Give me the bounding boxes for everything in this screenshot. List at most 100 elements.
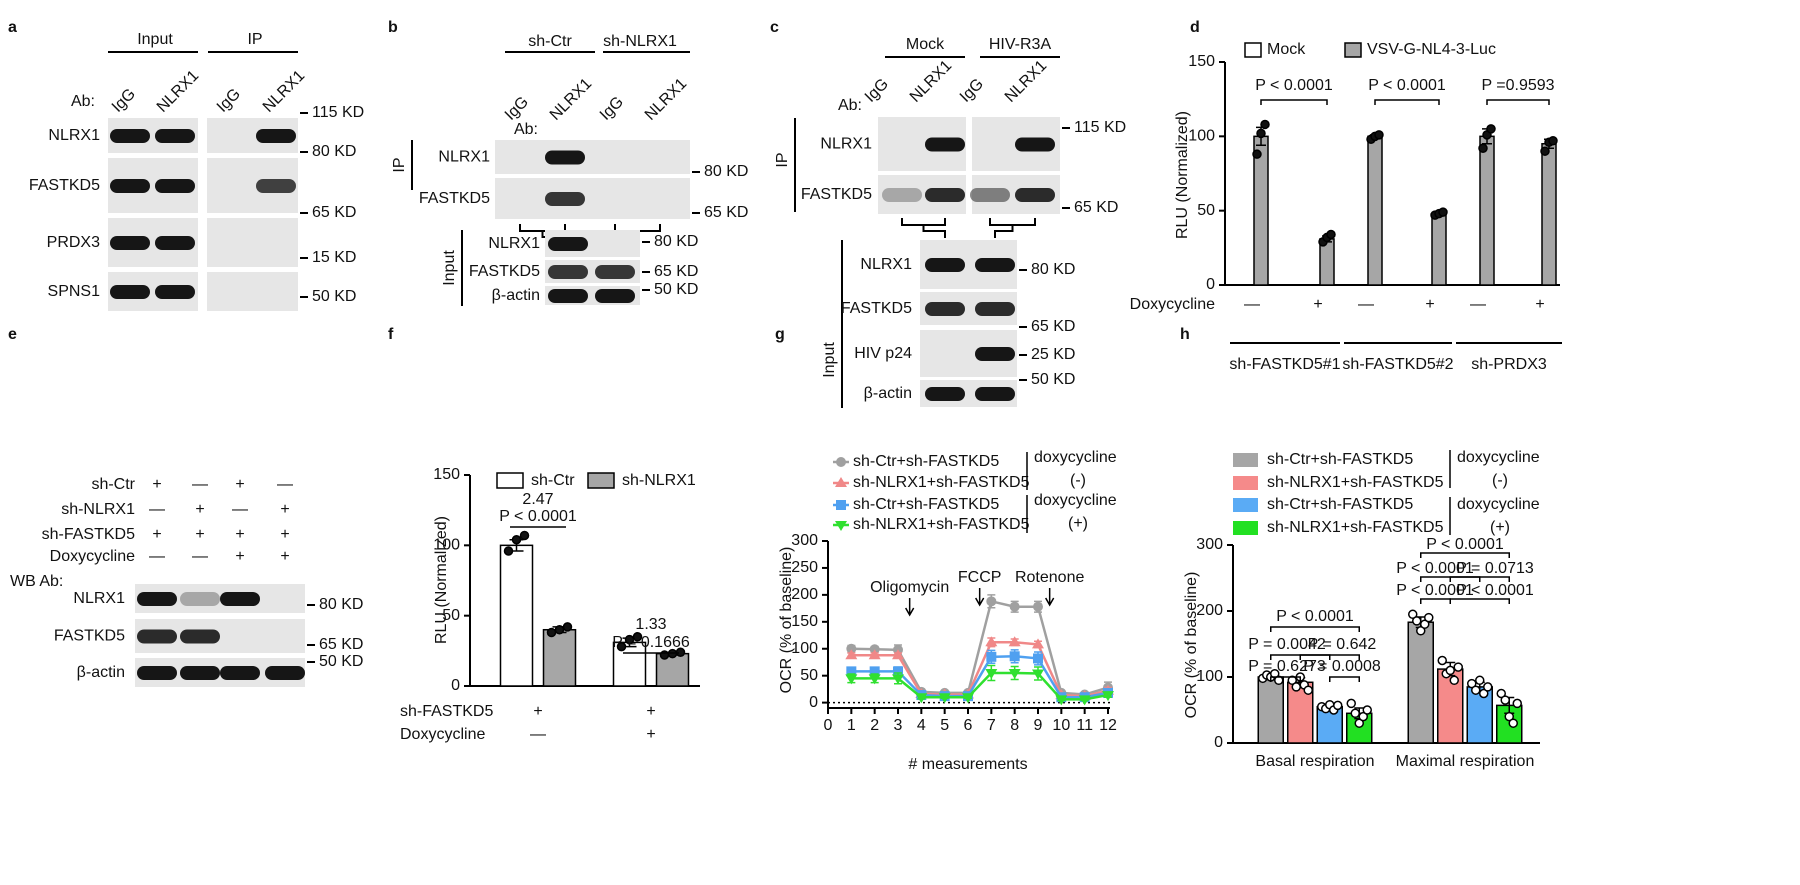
band [595,265,635,279]
y-tick-label: 50 [442,607,460,624]
band [137,629,177,644]
condition-mark: + [195,526,204,543]
condition-mark: + [646,726,655,743]
y-tick-label: 100 [1188,128,1215,145]
label: Ab: [514,121,538,138]
legend-marker [835,477,847,487]
group-label: sh-FASTKD5#2 [1342,356,1453,373]
blot-strip [207,272,298,311]
y-tick-label: 50 [1197,202,1215,219]
band [265,666,305,680]
y-tick-label: 0 [451,677,460,694]
legend-label: sh-Ctr+sh-FASTKD5 [1267,451,1413,468]
band [925,302,965,316]
condition-label: sh-FASTKD5 [400,703,493,720]
data-point [1256,128,1266,139]
row-label: PRDX3 [47,234,100,251]
x-tick-label: + [1425,296,1434,313]
marker-label: 65 KD [312,204,356,221]
marker-label: 80 KD [704,163,748,180]
label: Ab: [71,93,95,110]
condition-mark: + [235,476,244,493]
y-tick-label: 150 [1188,53,1215,70]
lane-label: IgG [214,86,244,116]
lane-label: IgG [109,86,139,116]
p-value: P < 0.0001 [1396,560,1474,577]
blot-strip [495,140,690,174]
legend-note: (-) [1070,472,1086,489]
y-tick-label: 150 [791,613,818,630]
bracket [1449,598,1510,604]
bar [655,652,690,687]
condition-mark: + [195,501,204,518]
x-tick-label: 0 [824,717,833,734]
bar [1541,143,1557,286]
connector [989,218,1036,238]
row-label: NLRX1 [438,149,490,166]
row-label: NLRX1 [48,127,100,144]
x-tick-label: 11 [1076,717,1093,734]
data-line [851,655,1109,699]
marker [985,668,998,679]
band [155,285,195,299]
marker [1008,668,1021,679]
data-point [1445,665,1455,676]
row-label: SPNS1 [48,283,101,300]
legend-label: sh-Ctr+sh-FASTKD5 [1267,496,1413,513]
data-point [1333,700,1343,711]
marker-label: 65 KD [319,636,363,653]
condition-mark: + [235,548,244,565]
connector [901,218,946,238]
data-point [519,530,530,541]
data-point [1303,685,1313,695]
y-tick-label: 200 [1196,602,1223,619]
panel-label: e [8,326,17,343]
marker [846,666,857,677]
x-tick-label: 5 [940,717,949,734]
band [925,387,965,401]
condition-mark: — [530,726,546,743]
event-arrow [905,598,915,617]
x-tick-label: 7 [987,717,996,734]
condition-label: sh-Ctr [91,476,135,493]
data-point [511,534,522,545]
band [220,666,260,680]
marker-label: 50 KD [319,653,363,670]
bar [499,544,534,687]
label: WB Ab: [10,573,63,590]
data-point [616,641,627,652]
fold-change: 1.33 [635,616,666,633]
event-label: Rotenone [1015,569,1084,586]
condition-mark: + [280,548,289,565]
band [548,289,588,303]
row-label: β-actin [77,664,125,681]
bracket [1420,552,1510,558]
x-tick-label: Basal respiration [1255,753,1374,770]
p-value: P = 0.0008 [1303,658,1381,675]
marker-label: 115 KD [312,104,364,121]
y-tick-label: 300 [791,532,818,549]
data-point [1374,130,1384,140]
marker [986,651,997,662]
data-point [1479,688,1489,699]
group-label: IP [247,31,262,48]
panel-label: f [388,326,394,343]
p-value: P = 0.0042 [1248,636,1326,653]
lane-label: NLRX1 [907,57,956,106]
band [180,629,220,644]
bracket [1486,99,1550,105]
data-point [1496,688,1506,699]
band [975,387,1015,401]
p-value: P < 0.0001 [1426,536,1504,553]
data-point [1408,609,1418,620]
group-label: Mock [906,36,945,53]
group-label: sh-PRDX3 [1471,356,1547,373]
marker [1032,638,1044,649]
bracket [1270,626,1360,632]
data-point [1424,612,1434,623]
lane-label: NLRX1 [642,75,691,124]
marker-label: 80 KD [1031,261,1075,278]
section-label: Input [441,250,458,286]
x-tick-label: + [1313,296,1322,313]
band [595,289,635,303]
